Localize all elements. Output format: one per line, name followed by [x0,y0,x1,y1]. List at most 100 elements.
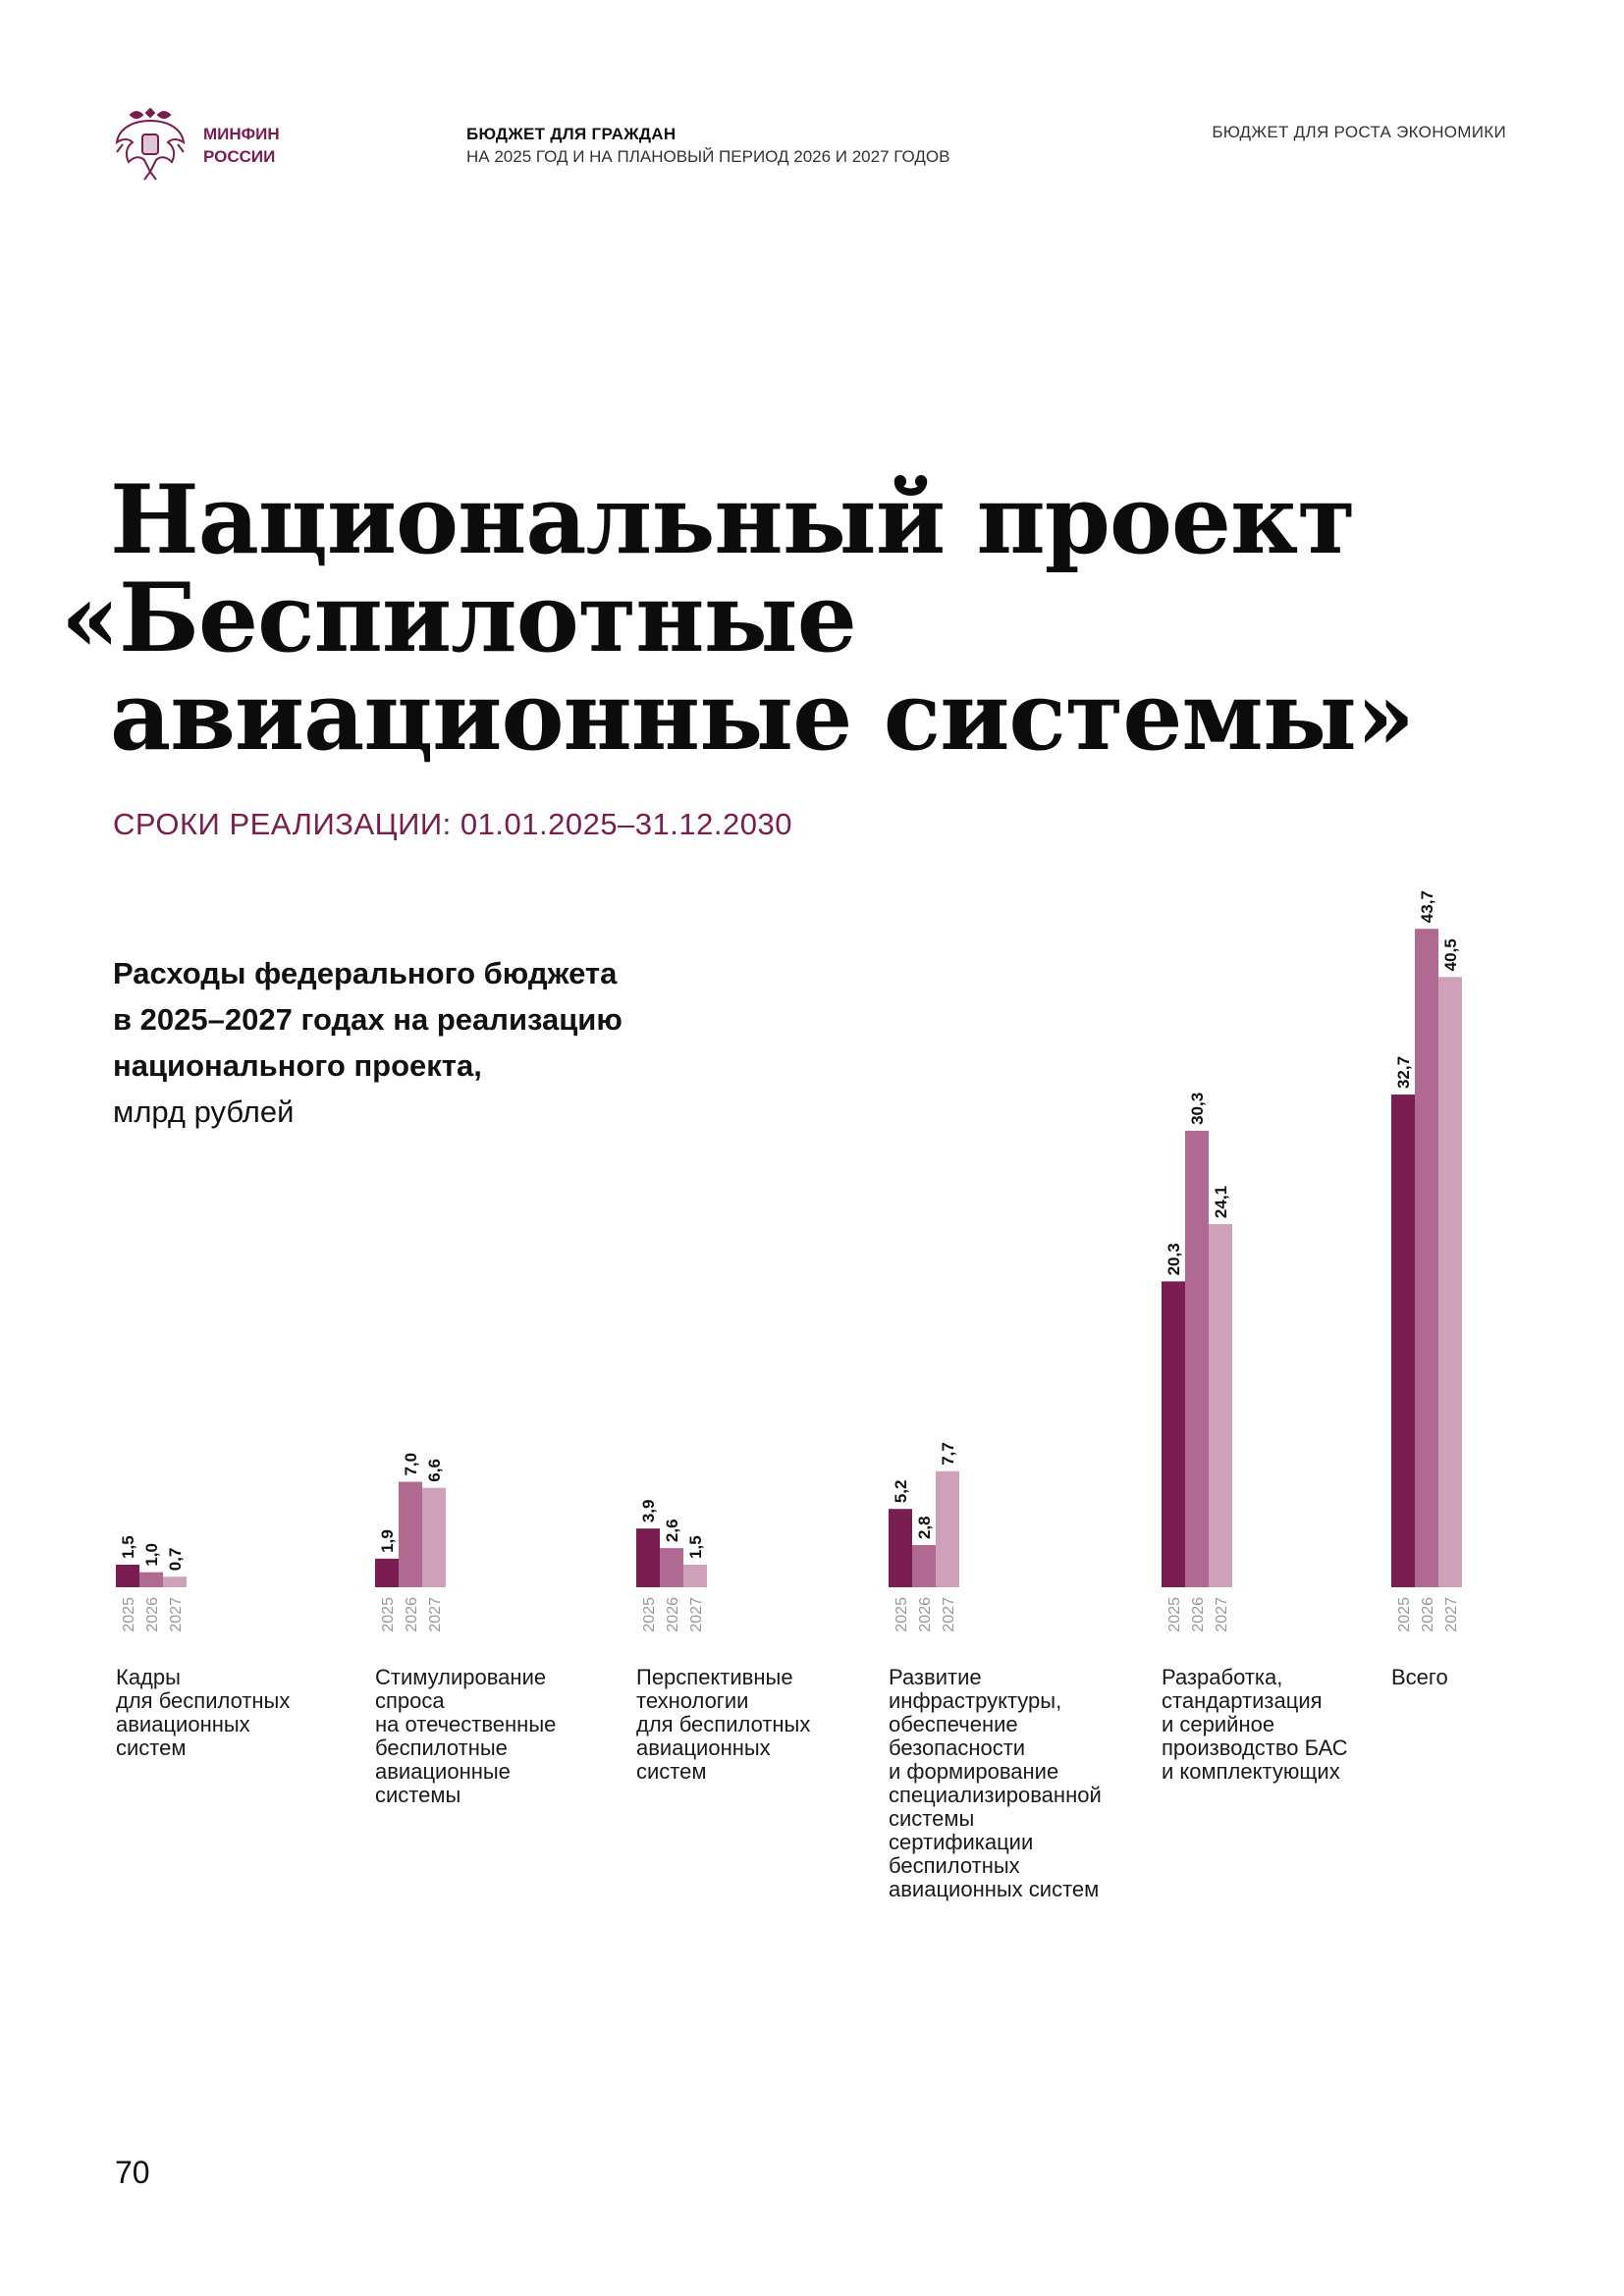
category-label-line: специализированной [889,1783,1102,1807]
chart-caption: Расходы федерального бюджета в 2025–2027… [113,950,800,1135]
caption-line-1: Расходы федерального бюджета [113,956,618,990]
category-label-line: авиационных [116,1712,250,1736]
year-tick-label: 2025 [380,1597,397,1632]
category-label-line: системы [889,1806,975,1831]
year-tick-label: 2025 [1166,1597,1183,1632]
category-label-line: для беспилотных [116,1688,291,1713]
year-tick-label: 2026 [1190,1597,1207,1632]
year-tick-label: 2026 [665,1597,681,1632]
bar-2025 [1391,1095,1415,1587]
category-label: Кадры для беспилотных авиационных систем [116,1666,290,1760]
year-tick-label: 2026 [144,1597,161,1632]
coat-of-arms-icon [115,107,186,181]
category-label-line: беспилотные [375,1735,508,1760]
title-line-2: «Беспилотные [61,562,857,673]
bar-value-label: 1,5 [686,1535,705,1559]
page-header: МИНФИН РОССИИ БЮДЖЕТ ДЛЯ ГРАЖДАН НА 2025… [113,103,1506,191]
year-tick-label: 2027 [1214,1597,1230,1632]
bar-value-label: 2,8 [915,1516,934,1539]
category-label-line: сертификации [889,1830,1034,1854]
org-line1: МИНФИН [203,125,280,143]
category-label-line: авиационных [636,1735,771,1760]
bar-value-label: 2,6 [663,1519,681,1542]
bar-group: 3,9 2025 2,6 2026 1,5 2027 [636,1499,707,1632]
category-label-line: на отечественные [375,1712,557,1736]
year-tick-label: 2027 [688,1597,705,1632]
bar-2026 [139,1572,163,1587]
year-tick-label: 2027 [168,1597,185,1632]
bar-group: 1,5 2025 1,0 2026 0,7 2027 [116,1535,187,1632]
bar-group: 20,3 2025 30,3 2026 24,1 2027 [1162,1093,1232,1632]
bar-group: 5,2 2025 2,8 2026 7,7 2027 [889,1442,959,1632]
bar-value-label: 20,3 [1164,1243,1183,1275]
doc-title: БЮДЖЕТ ДЛЯ ГРАЖДАН [466,125,677,143]
bar-value-label: 43,7 [1418,890,1436,923]
category-label-line: Стимулирование [375,1665,547,1689]
bar-2027 [1438,977,1462,1587]
bar-value-label: 1,9 [378,1529,397,1553]
category-label: Перспективные технологии для беспилотных ав… [636,1666,810,1784]
bar-2026 [399,1481,422,1587]
category-label-line: для беспилотных [636,1712,811,1736]
bar-2027 [422,1487,446,1587]
category-label-line: системы [375,1783,461,1807]
doc-subtitle: НА 2025 ГОД И НА ПЛАНОВЫЙ ПЕРИОД 2026 И … [466,147,950,166]
bar-value-label: 40,5 [1441,938,1460,971]
bar-2027 [683,1564,707,1587]
category-label-line: технологии [636,1688,749,1713]
bar-value-label: 32,7 [1394,1056,1413,1089]
caption-unit: млрд рублей [113,1095,295,1129]
bar-2027 [163,1576,187,1587]
page-number: 70 [115,2155,150,2190]
bar-value-label: 3,9 [639,1499,658,1522]
year-tick-label: 2026 [917,1597,934,1632]
category-label-line: Всего [1391,1665,1448,1689]
bar-group: 32,7 2025 43,7 2026 40,5 2027 [1391,890,1462,1632]
bar-value-label: 7,0 [402,1453,420,1476]
bar-2025 [1162,1281,1185,1587]
bar-2025 [375,1558,399,1587]
page-title: Национальный проект «Беспилотные авиацио… [61,471,1534,766]
bar-2026 [1185,1130,1209,1587]
category-label-line: авиационные [375,1759,511,1784]
category-label-line: инфраструктуры, [889,1688,1062,1713]
year-tick-label: 2026 [1420,1597,1436,1632]
bar-value-label: 1,5 [119,1535,137,1559]
year-tick-label: 2027 [941,1597,957,1632]
bar-2026 [660,1548,683,1587]
implementation-period: СРОКИ РЕАЛИЗАЦИИ: 01.01.2025–31.12.2030 [113,807,792,841]
bar-2027 [936,1470,959,1587]
year-tick-label: 2026 [404,1597,420,1632]
category-label-line: авиационных систем [889,1877,1100,1901]
category-label-line: стандартизация [1162,1688,1323,1713]
category-label: Разработка, стандартизация и серийное произ… [1162,1666,1348,1784]
year-tick-label: 2025 [641,1597,658,1632]
doc-title-block: БЮДЖЕТ ДЛЯ ГРАЖДАН НА 2025 ГОД И НА ПЛАН… [466,123,949,168]
caption-line-2: в 2025–2027 годах на реализацию [113,1002,623,1037]
title-line-3: авиационные системы» [110,661,1415,772]
bar-value-label: 1,0 [142,1543,161,1567]
category-label-line: беспилотных [889,1853,1020,1878]
category-label-line: и серийное [1162,1712,1275,1736]
org-name: МИНФИН РОССИИ [203,123,280,168]
bar-2025 [116,1564,139,1587]
category-label-line: Развитие [889,1665,982,1689]
category-label-line: и комплектующих [1162,1759,1340,1784]
category-label-line: Кадры [116,1665,181,1689]
category-label-line: Разработка, [1162,1665,1283,1689]
bar-group: 1,9 2025 7,0 2026 6,6 2027 [375,1453,446,1632]
category-label: Всего [1391,1666,1448,1689]
category-label-line: обеспечение [889,1712,1018,1736]
bar-value-label: 0,7 [166,1548,185,1572]
year-tick-label: 2025 [1396,1597,1413,1632]
year-tick-label: 2027 [427,1597,444,1632]
bar-value-label: 5,2 [892,1480,910,1504]
category-label: Развитие инфраструктуры, обеспечение безопа… [889,1666,1102,1901]
category-label-line: и формирование [889,1759,1059,1784]
bar-value-label: 24,1 [1212,1186,1230,1218]
year-tick-label: 2025 [893,1597,910,1632]
bar-2026 [1415,929,1438,1587]
category-label-line: систем [636,1759,707,1784]
category-label: Стимулирование спроса на отечественные бесп… [375,1666,556,1807]
